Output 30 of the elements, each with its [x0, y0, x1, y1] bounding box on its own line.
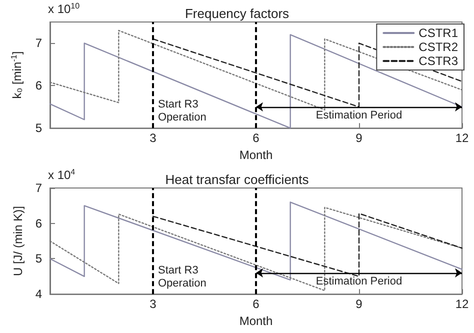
chart-title: Frequency factors — [184, 6, 290, 21]
x-tick-label: 9 — [356, 131, 363, 146]
x-tick-label: 12 — [455, 297, 469, 312]
y-tick-label: 7 — [35, 181, 42, 195]
ref-line-label: Start R3 Operation — [158, 98, 206, 124]
y-tick-label: 6 — [35, 78, 42, 93]
y-tick-label: 4 — [35, 287, 42, 302]
ref-line-label: Start R3 Operation — [158, 264, 206, 290]
annotation: Estimation Period — [316, 109, 402, 122]
y-tick-label: 5 — [35, 252, 42, 266]
legend-label: CSTR2 — [418, 40, 458, 54]
annotation: Estimation Period — [316, 275, 402, 288]
line-series — [152, 212, 463, 278]
x-tick-label: 3 — [150, 131, 157, 146]
legend-label: CSTR3 — [418, 54, 458, 68]
y-axis-title: U [J/ (min K)] — [11, 206, 25, 276]
x-axis-title: Month — [239, 314, 273, 328]
line-series — [152, 38, 463, 108]
x-tick-label: 3 — [150, 297, 157, 312]
y-tick-label: 7 — [35, 36, 42, 50]
y-axis-title: k₀ [min-1] — [10, 51, 24, 99]
x-tick-label: 6 — [252, 131, 260, 146]
y-tick-label: 6 — [35, 216, 42, 230]
chart-title: Heat transfar coefficients — [165, 172, 310, 187]
x-axis-title: Month — [239, 148, 273, 162]
legend-label: CSTR1 — [418, 26, 458, 40]
y-tick-label: 5 — [35, 121, 42, 136]
x-tick-label: 12 — [455, 131, 469, 146]
x-tick-label: 9 — [356, 297, 363, 312]
x-tick-label: 6 — [252, 297, 260, 312]
